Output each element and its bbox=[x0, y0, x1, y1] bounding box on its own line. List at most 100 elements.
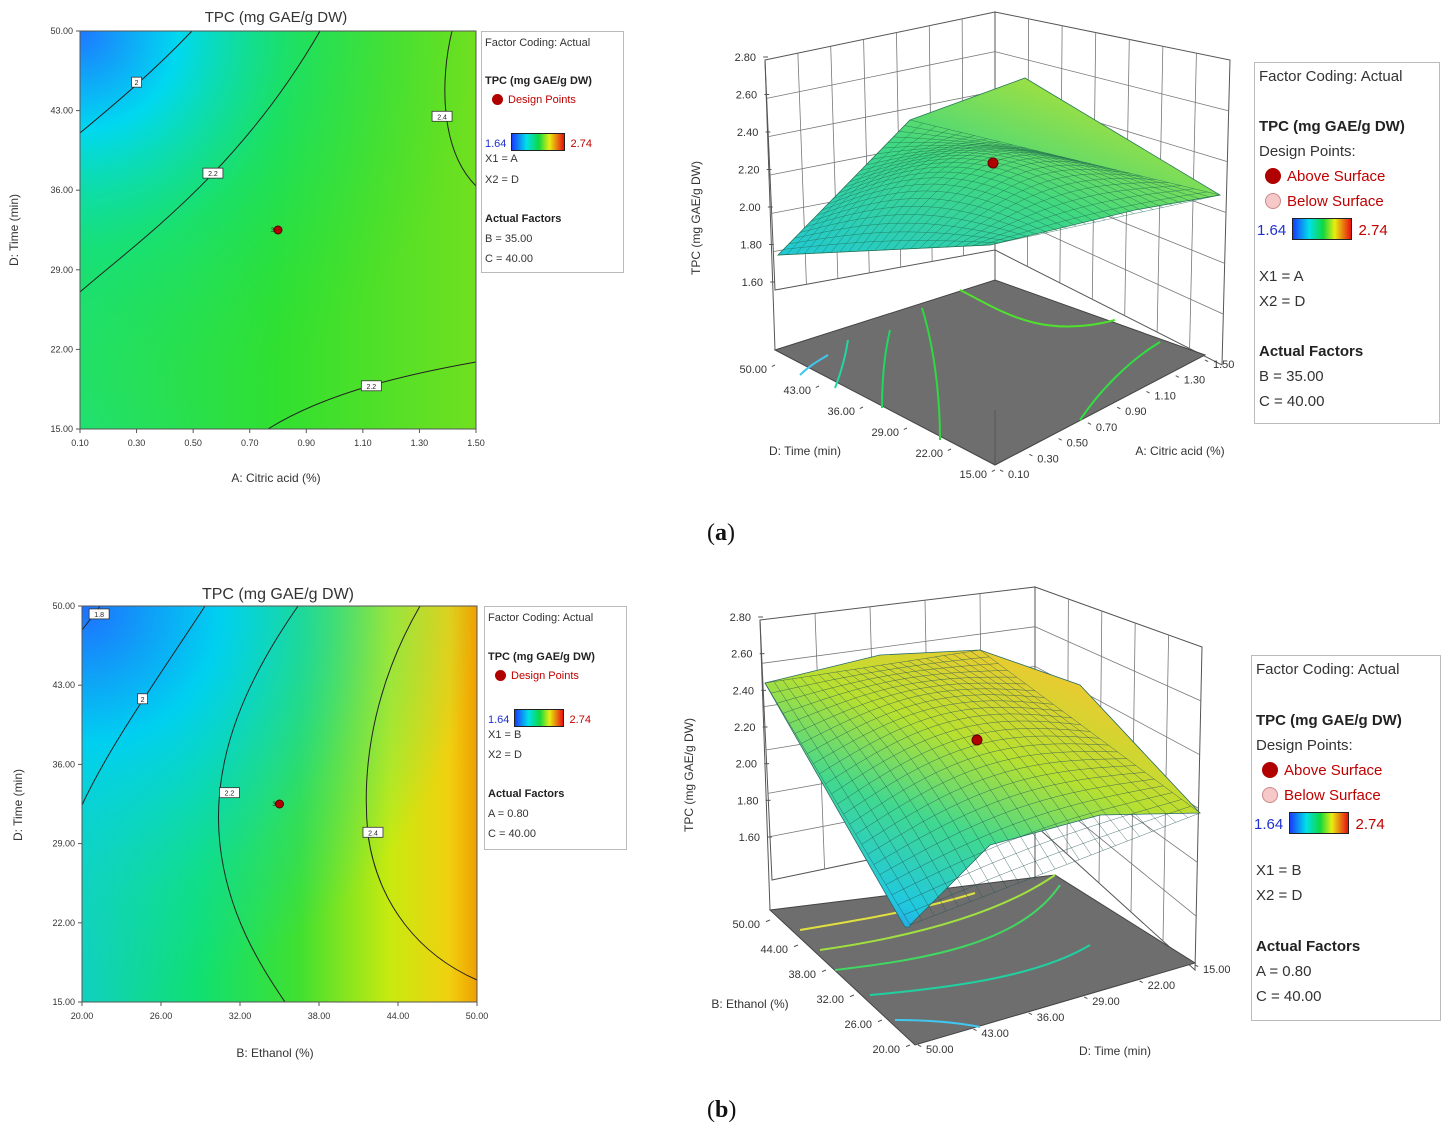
wall-grid-line bbox=[768, 90, 996, 138]
legend-b2-x1: X1 = B bbox=[1256, 862, 1302, 879]
y-tick-label: 50.00 bbox=[50, 26, 73, 36]
y-tick-label: 22.00 bbox=[50, 344, 73, 354]
surface-a-svg: 2.80 2.60 2.40 2.20 2.00 1.80 1.60 0.10 0.30 0.5… bbox=[689, 11, 1234, 481]
surface-a-floor-contour bbox=[959, 289, 1116, 328]
axis-tick-mark bbox=[1146, 390, 1150, 394]
surface-a-design-point bbox=[987, 157, 999, 169]
surface-a-xlabel: A: Citric acid (%) bbox=[1135, 444, 1224, 458]
axis-tick-mark bbox=[999, 469, 1004, 473]
mesh-line bbox=[777, 663, 999, 704]
legend-b1-scale: 1.64 2.74 bbox=[488, 709, 591, 727]
legend-a1-min: 1.64 bbox=[485, 138, 507, 150]
mesh-line bbox=[898, 131, 1201, 200]
legend-a1-actual-factors: Actual Factors bbox=[485, 213, 562, 225]
contour-b-xticks: 20.00 26.00 32.00 38.00 44.00 50.00 bbox=[71, 1002, 488, 1021]
contour-a-xticks: 0.10 0.30 0.50 0.70 0.90 1.10 1.30 1.50 bbox=[71, 429, 485, 448]
surface-b-ylabel: D: Time (min) bbox=[1079, 1044, 1151, 1058]
contour-label: 2.4 bbox=[362, 826, 384, 838]
legend-b2-scale: 1.64 2.74 bbox=[1254, 812, 1385, 834]
x-tick-label: 26.00 bbox=[150, 1011, 173, 1021]
legend-a2-below-row: Below Surface bbox=[1265, 193, 1384, 210]
contour-label-text: 2.4 bbox=[437, 114, 447, 121]
axis-tick-mark bbox=[905, 1044, 911, 1048]
axis-tick-label: 2.20 bbox=[738, 165, 759, 177]
axis-tick-mark bbox=[947, 448, 952, 452]
legend-a2-scale: 1.64 2.74 bbox=[1257, 218, 1388, 240]
surface-b-svg: 2.80 2.60 2.40 2.20 2.00 1.80 1.60 20.00 26.00 3… bbox=[682, 586, 1231, 1058]
legend-a1-max: 2.74 bbox=[570, 138, 592, 150]
x-tick-label: 32.00 bbox=[229, 1011, 252, 1021]
mesh-line bbox=[770, 656, 990, 694]
contour-label: 2.2 bbox=[219, 787, 240, 799]
above-surface-marker-icon bbox=[1262, 762, 1278, 778]
x-tick-label: 1.10 bbox=[354, 438, 372, 448]
axis-tick-label: 22.00 bbox=[1148, 980, 1176, 992]
below-surface-marker-icon bbox=[1262, 787, 1278, 803]
legend-a2-above-row: Above Surface bbox=[1265, 168, 1385, 185]
legend-a2-coding: Factor Coding: Actual bbox=[1259, 68, 1403, 85]
color-scale-bar bbox=[1292, 218, 1353, 240]
contour-a-yticks: 15.00 22.00 29.00 36.00 43.00 50.00 bbox=[50, 26, 80, 434]
contour-label-box bbox=[360, 380, 382, 392]
axis-tick-label: 29.00 bbox=[1092, 996, 1120, 1008]
contour-label: 2.2 bbox=[202, 167, 224, 179]
axis-tick-mark bbox=[1083, 996, 1088, 1000]
axis-tick-label: 2.00 bbox=[736, 759, 757, 771]
axis-tick-mark bbox=[1028, 1012, 1033, 1016]
axis-tick-label: 2.20 bbox=[734, 722, 755, 734]
contour-a-design-points: 3 bbox=[271, 225, 283, 235]
legend-b1-coding: Factor Coding: Actual bbox=[488, 612, 594, 624]
x-tick-label: 1.50 bbox=[467, 438, 485, 448]
axis-tick-label: 29.00 bbox=[871, 427, 899, 439]
axis-tick-label: 2.40 bbox=[737, 127, 758, 139]
contour-label: 2.4 bbox=[431, 110, 453, 122]
legend-b1-design-points: Design Points bbox=[511, 670, 579, 682]
contour-label: 2 bbox=[131, 76, 142, 88]
axis-tick-mark bbox=[765, 919, 771, 923]
color-scale-bar bbox=[1289, 812, 1350, 834]
surface-a-z-axis bbox=[764, 59, 776, 351]
surface-a-floor bbox=[773, 279, 1207, 466]
contour-a-line-2-2-upper bbox=[79, 30, 321, 293]
surface-a-floor-contour bbox=[799, 354, 829, 376]
axis-tick-mark bbox=[991, 469, 996, 473]
legend-a2-below: Below Surface bbox=[1287, 193, 1384, 210]
design-point bbox=[275, 799, 284, 809]
contour-label-box bbox=[362, 826, 384, 838]
axis-tick-label: 0.50 bbox=[1067, 438, 1088, 450]
axis-tick-mark bbox=[849, 994, 855, 998]
axis-tick-label: 15.00 bbox=[959, 469, 987, 481]
y-tick-label: 15.00 bbox=[50, 424, 73, 434]
surface-b-xticks: 20.00 26.00 32.00 38.00 44.00 50.00 bbox=[732, 919, 911, 1056]
legend-a1-design-points-row: Design Points bbox=[492, 94, 576, 106]
axis-tick-mark bbox=[973, 1028, 977, 1032]
contour-label-text: 2.2 bbox=[225, 791, 235, 798]
legend-surface-b: Factor Coding: Actual TPC (mg GAE/g DW) … bbox=[1251, 655, 1441, 1021]
axis-tick-label: 15.00 bbox=[1203, 964, 1231, 976]
color-scale-bar bbox=[514, 709, 565, 727]
contour-a-svg: 0.10 0.30 0.50 0.70 0.90 1.10 1.30 1.50 15.0022… bbox=[7, 9, 485, 485]
axis-tick-mark bbox=[1087, 422, 1092, 425]
chart-a-contour: 0.10 0.30 0.50 0.70 0.90 1.10 1.30 1.50 15.00 22… bbox=[0, 0, 630, 500]
legend-a2-response: TPC (mg GAE/g DW) bbox=[1259, 118, 1405, 135]
x-tick-label: 0.50 bbox=[184, 438, 202, 448]
contour-label-box bbox=[431, 110, 453, 122]
legend-b1-min: 1.64 bbox=[488, 714, 510, 726]
legend-b1-x1: X1 = B bbox=[488, 729, 522, 741]
contour-a-frame bbox=[79, 30, 477, 430]
surface-b-zticks: 2.80 2.60 2.40 2.20 2.00 1.80 1.60 bbox=[730, 612, 772, 844]
wall-grid-line bbox=[994, 51, 1229, 112]
y-tick-label: 43.00 bbox=[52, 680, 75, 690]
chart-b-contour: 20.00 26.00 32.00 38.00 44.00 50.00 15.00 22.0… bbox=[0, 575, 640, 1075]
axis-tick-label: 32.00 bbox=[816, 994, 844, 1006]
contour-label-text: 2 bbox=[135, 80, 139, 87]
legend-a2-f2: C = 40.00 bbox=[1259, 393, 1325, 410]
axis-tick-label: 0.70 bbox=[1096, 422, 1117, 434]
contour-label-box bbox=[131, 76, 142, 88]
axis-tick-label: 0.30 bbox=[1037, 453, 1058, 465]
axis-tick-label: 26.00 bbox=[844, 1019, 872, 1031]
axis-tick-label: 36.00 bbox=[827, 406, 855, 418]
axis-tick-mark bbox=[1116, 406, 1121, 410]
contour-b-line-2-2 bbox=[217, 605, 299, 1003]
legend-b2-response: TPC (mg GAE/g DW) bbox=[1256, 712, 1402, 729]
